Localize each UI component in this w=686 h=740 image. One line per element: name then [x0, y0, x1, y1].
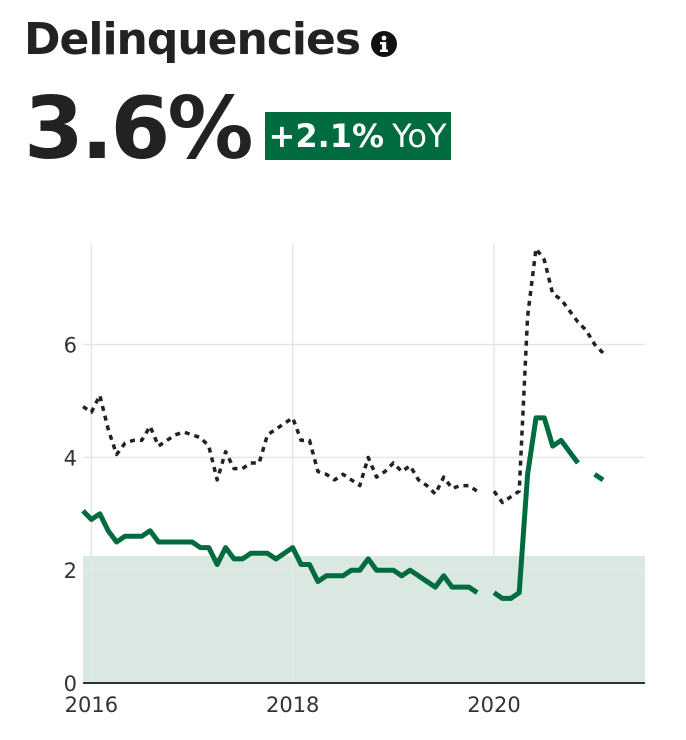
- shaded-band: [83, 556, 645, 683]
- title-row: Delinquencies: [24, 14, 398, 65]
- y-tick-label: 0: [64, 672, 77, 696]
- series-dotted: [82, 246, 605, 505]
- series-line: [492, 415, 580, 601]
- current-value: 3.6%: [24, 79, 254, 179]
- y-tick-label: 2: [64, 559, 77, 583]
- series-line: [492, 246, 605, 505]
- yoy-badge: +2.1% YoY: [264, 112, 451, 160]
- series-line: [81, 509, 479, 595]
- info-icon[interactable]: [370, 30, 398, 58]
- headline: 3.6% +2.1% YoY: [24, 86, 451, 172]
- x-tick-label: 2016: [65, 693, 118, 717]
- page-title: Delinquencies: [24, 14, 361, 65]
- yoy-label: YoY: [392, 117, 447, 155]
- yoy-change: +2.1%: [268, 117, 385, 155]
- x-tick-label: 2018: [266, 693, 319, 717]
- y-tick-label: 4: [64, 446, 77, 470]
- series-line: [593, 472, 605, 482]
- y-tick-label: 6: [64, 334, 77, 358]
- x-tick-label: 2020: [467, 693, 520, 717]
- series-solid: [81, 415, 605, 601]
- series-line: [82, 393, 479, 496]
